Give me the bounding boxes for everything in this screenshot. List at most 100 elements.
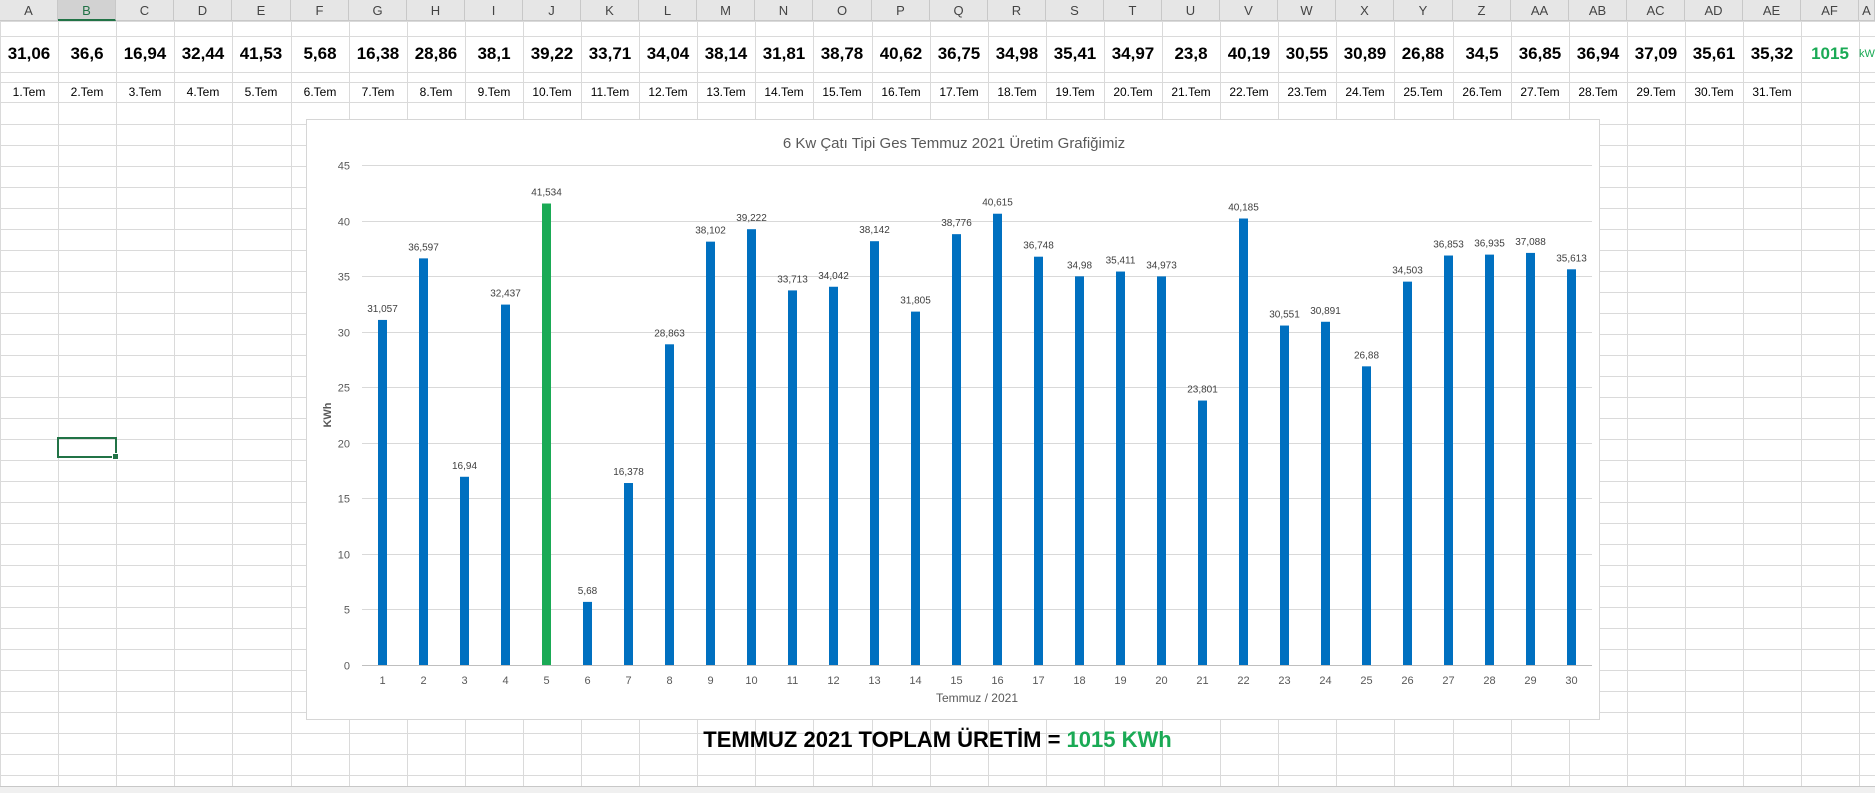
- column-header-l[interactable]: L: [639, 0, 697, 21]
- day-label-cell[interactable]: 16.Tem: [881, 85, 921, 99]
- day-label-cell[interactable]: 17.Tem: [939, 85, 979, 99]
- sheet-tab-bar[interactable]: [0, 786, 1875, 793]
- day-label-cell[interactable]: 21.Tem: [1171, 85, 1211, 99]
- day-label-cell[interactable]: 5.Tem: [244, 85, 278, 99]
- daily-value-cell[interactable]: 40,19: [1227, 44, 1271, 63]
- day-label-cell[interactable]: 7.Tem: [361, 85, 395, 99]
- column-header-k[interactable]: K: [581, 0, 639, 21]
- day-label-cell[interactable]: 10.Tem: [532, 85, 572, 99]
- day-label-cell[interactable]: 6.Tem: [303, 85, 337, 99]
- daily-value-cell[interactable]: 36,85: [1518, 44, 1562, 63]
- day-label-cell[interactable]: 14.Tem: [764, 85, 804, 99]
- column-header-ad[interactable]: AD: [1685, 0, 1743, 21]
- daily-value-cell[interactable]: 35,41: [1053, 44, 1097, 63]
- column-header-u[interactable]: U: [1162, 0, 1220, 21]
- daily-value-cell[interactable]: 16,94: [123, 44, 167, 63]
- column-header-y[interactable]: Y: [1394, 0, 1453, 21]
- daily-value-cell[interactable]: 36,6: [70, 44, 104, 63]
- day-label-cell[interactable]: 20.Tem: [1113, 85, 1153, 99]
- daily-value-cell[interactable]: 36,94: [1576, 44, 1620, 63]
- column-header-af[interactable]: AF: [1801, 0, 1859, 21]
- daily-value-cell[interactable]: 38,1: [477, 44, 511, 63]
- column-header-t[interactable]: T: [1104, 0, 1162, 21]
- column-header-n[interactable]: N: [755, 0, 813, 21]
- day-label-cell[interactable]: 3.Tem: [128, 85, 162, 99]
- column-header-a[interactable]: A: [1859, 0, 1875, 21]
- column-header-c[interactable]: C: [116, 0, 174, 21]
- column-header-e[interactable]: E: [232, 0, 291, 21]
- column-header-g[interactable]: G: [349, 0, 407, 21]
- daily-value-cell[interactable]: 36,75: [937, 44, 981, 63]
- column-header-q[interactable]: Q: [930, 0, 988, 21]
- day-label-cell[interactable]: 27.Tem: [1520, 85, 1560, 99]
- production-chart[interactable]: 0 5 10 15 20 25 30 35 40 45 31,057 1 36,597 2 16,94 3 32…: [306, 119, 1600, 720]
- daily-value-cell[interactable]: 31,81: [762, 44, 806, 63]
- daily-value-cell[interactable]: 30,55: [1285, 44, 1329, 63]
- column-header-b[interactable]: B: [58, 0, 116, 21]
- column-header-ac[interactable]: AC: [1627, 0, 1685, 21]
- column-header-w[interactable]: W: [1278, 0, 1336, 21]
- daily-value-cell[interactable]: 39,22: [530, 44, 574, 63]
- day-label-cell[interactable]: 24.Tem: [1345, 85, 1385, 99]
- day-label-cell[interactable]: 31.Tem: [1752, 85, 1792, 99]
- day-label-cell[interactable]: 8.Tem: [419, 85, 453, 99]
- column-header-v[interactable]: V: [1220, 0, 1278, 21]
- day-label-cell[interactable]: 26.Tem: [1462, 85, 1502, 99]
- daily-value-cell[interactable]: 38,78: [820, 44, 864, 63]
- daily-value-cell[interactable]: 32,44: [181, 44, 225, 63]
- column-header-a[interactable]: A: [0, 0, 58, 21]
- daily-value-cell[interactable]: 5,68: [303, 44, 337, 63]
- daily-value-cell[interactable]: 16,38: [356, 44, 400, 63]
- daily-value-cell[interactable]: 34,5: [1465, 44, 1499, 63]
- column-header-z[interactable]: Z: [1453, 0, 1511, 21]
- daily-value-cell[interactable]: 30,89: [1343, 44, 1387, 63]
- column-header-m[interactable]: M: [697, 0, 755, 21]
- column-header-s[interactable]: S: [1046, 0, 1104, 21]
- day-label-cell[interactable]: 30.Tem: [1694, 85, 1734, 99]
- active-cell-selection[interactable]: [57, 437, 119, 460]
- daily-value-cell[interactable]: 40,62: [879, 44, 923, 63]
- daily-value-cell[interactable]: 37,09: [1634, 44, 1678, 63]
- column-header-ab[interactable]: AB: [1569, 0, 1627, 21]
- daily-value-cell[interactable]: 34,97: [1111, 44, 1155, 63]
- daily-value-cell[interactable]: 26,88: [1401, 44, 1445, 63]
- column-header-h[interactable]: H: [407, 0, 465, 21]
- day-label-cell[interactable]: 25.Tem: [1403, 85, 1443, 99]
- day-label-cell[interactable]: 23.Tem: [1287, 85, 1327, 99]
- column-header-i[interactable]: I: [465, 0, 523, 21]
- column-header-f[interactable]: F: [291, 0, 349, 21]
- fill-handle[interactable]: [112, 453, 119, 460]
- daily-value-cell[interactable]: 31,06: [7, 44, 51, 63]
- column-header-aa[interactable]: AA: [1511, 0, 1569, 21]
- day-label-cell[interactable]: 29.Tem: [1636, 85, 1676, 99]
- day-label-cell[interactable]: 28.Tem: [1578, 85, 1618, 99]
- column-header-x[interactable]: X: [1336, 0, 1394, 21]
- daily-value-cell[interactable]: 41,53: [239, 44, 283, 63]
- day-label-cell[interactable]: 13.Tem: [706, 85, 746, 99]
- daily-value-cell[interactable]: 34,98: [995, 44, 1039, 63]
- daily-value-cell[interactable]: 38,14: [704, 44, 748, 63]
- column-header-j[interactable]: J: [523, 0, 581, 21]
- daily-value-cell[interactable]: 33,71: [588, 44, 632, 63]
- day-label-cell[interactable]: 1.Tem: [12, 85, 46, 99]
- day-label-cell[interactable]: 12.Tem: [648, 85, 688, 99]
- daily-value-cell[interactable]: 35,61: [1692, 44, 1736, 63]
- total-value-cell[interactable]: 1015: [1811, 44, 1849, 63]
- day-label-cell[interactable]: 9.Tem: [477, 85, 511, 99]
- day-label-cell[interactable]: 4.Tem: [186, 85, 220, 99]
- day-label-cell[interactable]: 19.Tem: [1055, 85, 1095, 99]
- daily-value-cell[interactable]: 23,8: [1174, 44, 1208, 63]
- column-header-o[interactable]: O: [813, 0, 872, 21]
- day-label-cell[interactable]: 2.Tem: [70, 85, 104, 99]
- day-label-cell[interactable]: 11.Tem: [590, 85, 630, 99]
- column-header-p[interactable]: P: [872, 0, 930, 21]
- day-label-cell[interactable]: 22.Tem: [1229, 85, 1269, 99]
- column-header-r[interactable]: R: [988, 0, 1046, 21]
- daily-value-cell[interactable]: 35,32: [1750, 44, 1794, 63]
- day-label-cell[interactable]: 15.Tem: [822, 85, 862, 99]
- column-header-d[interactable]: D: [174, 0, 232, 21]
- daily-value-cell[interactable]: 34,04: [646, 44, 690, 63]
- day-label-cell[interactable]: 18.Tem: [997, 85, 1037, 99]
- column-header-ae[interactable]: AE: [1743, 0, 1801, 21]
- daily-value-cell[interactable]: 28,86: [414, 44, 458, 63]
